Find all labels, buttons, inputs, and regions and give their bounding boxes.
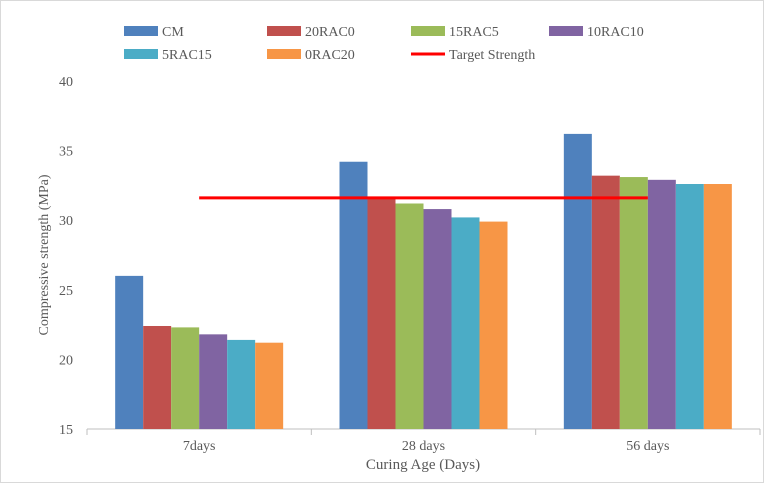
legend-swatch (267, 49, 301, 59)
legend-label: 10RAC10 (587, 25, 644, 40)
bar (115, 275, 144, 429)
y-axis: 15 20 25 30 35 40 (59, 75, 73, 438)
bar (479, 221, 508, 429)
bar (591, 175, 620, 429)
x-tick-label: 56 days (626, 439, 669, 454)
bar (367, 197, 396, 429)
legend-label: 20RAC0 (305, 25, 355, 40)
bar (339, 161, 368, 429)
legend-label: 15RAC5 (449, 25, 499, 40)
legend-label: 5RAC15 (162, 48, 212, 63)
x-axis-label: Curing Age (Days) (366, 457, 480, 473)
x-tick-label: 7days (183, 439, 216, 454)
y-tick-label: 35 (59, 145, 73, 160)
legend-swatch (124, 26, 158, 36)
legend-swatch (411, 26, 445, 36)
y-tick-label: 40 (59, 75, 73, 90)
legend-swatch (267, 26, 301, 36)
bar (423, 209, 452, 429)
y-tick-label: 15 (59, 423, 73, 438)
legend-label: Target Strength (449, 48, 535, 63)
bar (143, 325, 172, 429)
bar (255, 342, 284, 429)
bar (199, 334, 228, 429)
bar (675, 184, 704, 429)
legend: CM 20RAC0 15RAC5 10RAC10 5RAC15 0RAC20 Target … (124, 25, 644, 63)
bar (563, 133, 592, 429)
y-tick-label: 20 (59, 353, 73, 368)
x-axis: 7days 28 days 56 days (86, 428, 761, 454)
legend-label: 0RAC20 (305, 48, 355, 63)
bar (171, 327, 200, 429)
x-tick-label: 28 days (402, 439, 445, 454)
bar (227, 339, 256, 429)
bar (703, 184, 732, 429)
y-tick-label: 25 (59, 284, 73, 299)
bar (451, 217, 480, 429)
legend-label: CM (162, 25, 184, 40)
bar (395, 203, 424, 429)
bar (647, 179, 676, 429)
legend-swatch (124, 49, 158, 59)
bar (619, 177, 648, 429)
bars (115, 133, 732, 429)
y-tick-label: 30 (59, 214, 73, 229)
y-axis-label: Compressive strength (MPa) (37, 174, 52, 335)
legend-swatch (549, 26, 583, 36)
